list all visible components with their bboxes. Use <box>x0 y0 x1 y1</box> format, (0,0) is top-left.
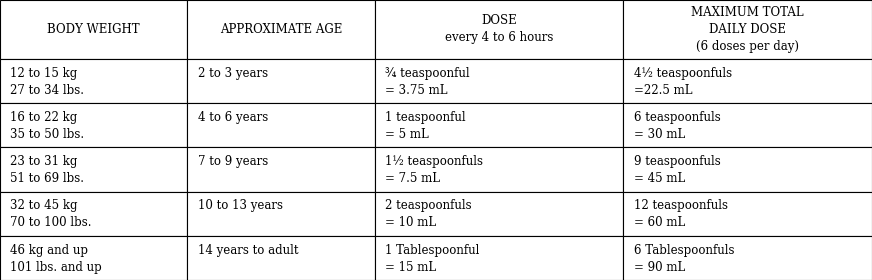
Bar <box>187 192 375 236</box>
Bar <box>187 236 375 280</box>
Bar <box>375 103 623 147</box>
Bar <box>623 0 872 59</box>
Text: 6 Tablespoonfuls
= 90 mL: 6 Tablespoonfuls = 90 mL <box>634 244 734 274</box>
Bar <box>375 192 623 236</box>
Bar <box>375 236 623 280</box>
Bar <box>187 147 375 192</box>
Text: MAXIMUM TOTAL
DAILY DOSE
(6 doses per day): MAXIMUM TOTAL DAILY DOSE (6 doses per da… <box>691 6 804 53</box>
Bar <box>187 0 375 59</box>
Text: 1½ teaspoonfuls
= 7.5 mL: 1½ teaspoonfuls = 7.5 mL <box>385 155 483 185</box>
Text: APPROXIMATE AGE: APPROXIMATE AGE <box>220 23 343 36</box>
Text: 6 teaspoonfuls
= 30 mL: 6 teaspoonfuls = 30 mL <box>634 111 720 141</box>
Text: 4 to 6 years: 4 to 6 years <box>198 111 269 124</box>
Bar <box>623 192 872 236</box>
Text: 4½ teaspoonfuls
=22.5 mL: 4½ teaspoonfuls =22.5 mL <box>634 67 732 97</box>
Text: 46 kg and up
101 lbs. and up: 46 kg and up 101 lbs. and up <box>10 244 102 274</box>
Bar <box>623 236 872 280</box>
Text: BODY WEIGHT: BODY WEIGHT <box>47 23 140 36</box>
Bar <box>0 147 187 192</box>
Text: 32 to 45 kg
70 to 100 lbs.: 32 to 45 kg 70 to 100 lbs. <box>10 199 92 230</box>
Bar <box>187 59 375 103</box>
Bar <box>375 147 623 192</box>
Bar <box>0 236 187 280</box>
Bar <box>0 103 187 147</box>
Bar <box>187 103 375 147</box>
Text: 1 Tablespoonful
= 15 mL: 1 Tablespoonful = 15 mL <box>385 244 480 274</box>
Text: ¾ teaspoonful
= 3.75 mL: ¾ teaspoonful = 3.75 mL <box>385 67 470 97</box>
Bar <box>623 59 872 103</box>
Text: 10 to 13 years: 10 to 13 years <box>198 199 283 213</box>
Bar <box>0 59 187 103</box>
Bar <box>375 59 623 103</box>
Text: 16 to 22 kg
35 to 50 lbs.: 16 to 22 kg 35 to 50 lbs. <box>10 111 85 141</box>
Text: 12 to 15 kg
27 to 34 lbs.: 12 to 15 kg 27 to 34 lbs. <box>10 67 85 97</box>
Text: 14 years to adult: 14 years to adult <box>198 244 298 257</box>
Text: 2 teaspoonfuls
= 10 mL: 2 teaspoonfuls = 10 mL <box>385 199 472 230</box>
Bar <box>375 0 623 59</box>
Bar <box>623 103 872 147</box>
Bar <box>0 192 187 236</box>
Text: DOSE
every 4 to 6 hours: DOSE every 4 to 6 hours <box>445 14 554 45</box>
Text: 7 to 9 years: 7 to 9 years <box>198 155 269 168</box>
Text: 23 to 31 kg
51 to 69 lbs.: 23 to 31 kg 51 to 69 lbs. <box>10 155 85 185</box>
Bar <box>623 147 872 192</box>
Text: 1 teaspoonful
= 5 mL: 1 teaspoonful = 5 mL <box>385 111 466 141</box>
Text: 2 to 3 years: 2 to 3 years <box>198 67 268 80</box>
Text: 12 teaspoonfuls
= 60 mL: 12 teaspoonfuls = 60 mL <box>634 199 728 230</box>
Bar <box>0 0 187 59</box>
Text: 9 teaspoonfuls
= 45 mL: 9 teaspoonfuls = 45 mL <box>634 155 720 185</box>
